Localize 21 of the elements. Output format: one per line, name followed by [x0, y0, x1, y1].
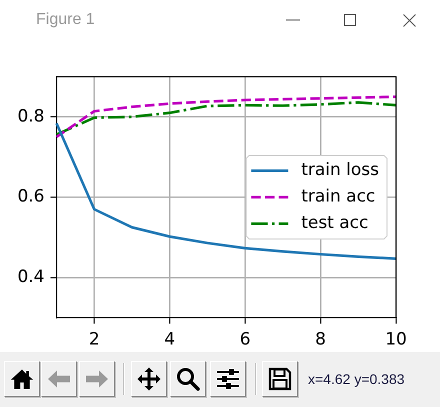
legend-label: train loss — [301, 160, 380, 180]
y-tick-label: 0.8 — [17, 106, 44, 126]
y-tick-label: 0.4 — [17, 266, 44, 287]
x-tick-label: 2 — [88, 329, 100, 350]
y-tick-label: 0.6 — [17, 186, 44, 207]
line-series — [55, 101, 398, 136]
legend-label: train acc — [301, 186, 376, 207]
text: x=4.62 y=0.383 — [308, 371, 405, 387]
configure-button[interactable] — [210, 361, 246, 397]
chart-title: Figure 1 — [36, 11, 95, 29]
home-button[interactable] — [4, 361, 40, 397]
x-tick-label: 8 — [315, 329, 326, 350]
legend-label: test acc — [301, 213, 368, 234]
x-tick-label: 10 — [385, 329, 407, 350]
save-button[interactable] — [262, 361, 298, 397]
pan-button[interactable] — [131, 361, 167, 397]
x-tick-label: 6 — [240, 329, 251, 350]
zoom-button[interactable] — [170, 361, 206, 397]
line-series — [55, 95, 398, 138]
x-tick-label: 4 — [164, 329, 176, 350]
forward-button[interactable] — [79, 361, 115, 397]
